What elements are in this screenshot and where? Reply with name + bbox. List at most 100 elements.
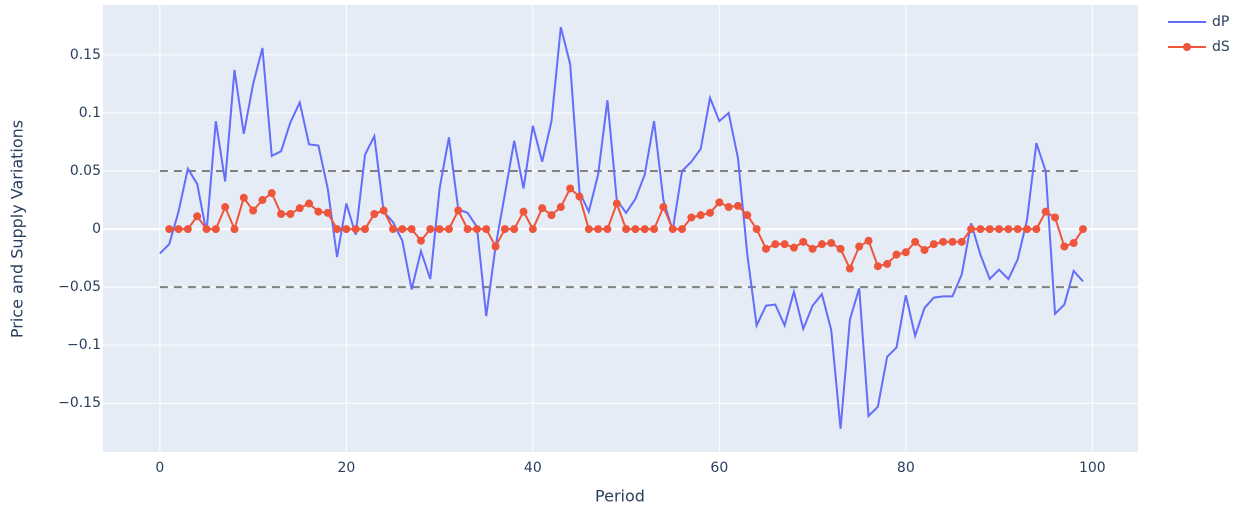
- point: [967, 225, 976, 234]
- point: [426, 225, 435, 234]
- series-line: [159, 26, 1084, 429]
- point: [1041, 207, 1050, 216]
- point: [454, 206, 463, 215]
- point: [864, 236, 873, 245]
- point: [920, 245, 929, 254]
- point: [174, 225, 183, 234]
- point: [733, 201, 742, 210]
- point: [211, 225, 220, 234]
- legend-label: dS: [1212, 39, 1230, 55]
- point: [575, 192, 584, 201]
- x-axis-title: Period: [595, 487, 645, 506]
- point: [799, 237, 808, 246]
- y-tick-label: 0.1: [79, 105, 101, 121]
- point: [1069, 239, 1078, 248]
- point: [1060, 242, 1069, 251]
- point: [892, 250, 901, 259]
- point: [995, 225, 1004, 234]
- y-tick-label: −0.15: [58, 395, 101, 411]
- y-tick-label: 0.15: [70, 47, 101, 63]
- legend-label: dP: [1212, 14, 1229, 30]
- y-tick-label: −0.05: [58, 279, 101, 295]
- point: [631, 225, 640, 234]
- point: [911, 237, 920, 246]
- point: [239, 193, 248, 202]
- point: [678, 225, 687, 234]
- point: [407, 225, 416, 234]
- point: [901, 248, 910, 257]
- point: [528, 225, 537, 234]
- point: [258, 196, 267, 205]
- point: [640, 225, 649, 234]
- point: [724, 203, 733, 212]
- point: [314, 207, 323, 216]
- point: [883, 259, 892, 268]
- point: [379, 206, 388, 215]
- point: [957, 237, 966, 246]
- point: [295, 204, 304, 213]
- point: [472, 225, 481, 234]
- point: [939, 237, 948, 246]
- point: [687, 213, 696, 222]
- point: [286, 209, 295, 218]
- point: [444, 225, 453, 234]
- point: [267, 189, 276, 198]
- point: [985, 225, 994, 234]
- point: [398, 225, 407, 234]
- point: [230, 225, 239, 234]
- legend-marker: [1183, 43, 1191, 51]
- point: [650, 225, 659, 234]
- point: [1004, 225, 1013, 234]
- point: [183, 225, 192, 234]
- point: [603, 225, 612, 234]
- point: [696, 211, 705, 220]
- point: [249, 206, 258, 215]
- point: [780, 240, 789, 249]
- point: [594, 225, 603, 234]
- x-tick-label: 0: [155, 460, 164, 476]
- point: [221, 203, 230, 212]
- point: [1078, 225, 1087, 234]
- point: [929, 240, 938, 249]
- point: [547, 211, 556, 220]
- y-axis-title: Price and Supply Variations: [8, 120, 27, 338]
- point: [706, 208, 715, 217]
- point: [1032, 225, 1041, 234]
- point: [165, 225, 174, 234]
- point: [538, 204, 547, 213]
- point: [668, 225, 677, 234]
- x-tick-label: 80: [897, 460, 915, 476]
- point: [510, 225, 519, 234]
- point: [584, 225, 593, 234]
- point: [361, 225, 370, 234]
- point: [827, 239, 836, 248]
- point: [566, 184, 575, 193]
- x-tick-label: 20: [337, 460, 355, 476]
- y-tick-label: −0.1: [67, 337, 101, 353]
- point: [976, 225, 985, 234]
- y-tick-label: 0: [92, 221, 101, 237]
- point: [416, 236, 425, 245]
- point: [342, 225, 351, 234]
- point: [715, 198, 724, 207]
- point: [855, 242, 864, 251]
- point: [873, 262, 882, 271]
- point: [463, 225, 472, 234]
- point: [1051, 213, 1060, 222]
- point: [771, 240, 780, 249]
- point: [612, 199, 621, 208]
- point: [482, 225, 491, 234]
- point: [622, 225, 631, 234]
- point: [836, 244, 845, 253]
- x-tick-label: 40: [524, 460, 542, 476]
- point: [277, 209, 286, 218]
- point: [202, 225, 211, 234]
- point: [333, 225, 342, 234]
- point: [743, 211, 752, 220]
- point: [845, 264, 854, 273]
- point: [323, 208, 332, 217]
- point: [752, 225, 761, 234]
- point: [519, 207, 528, 216]
- point: [948, 237, 957, 246]
